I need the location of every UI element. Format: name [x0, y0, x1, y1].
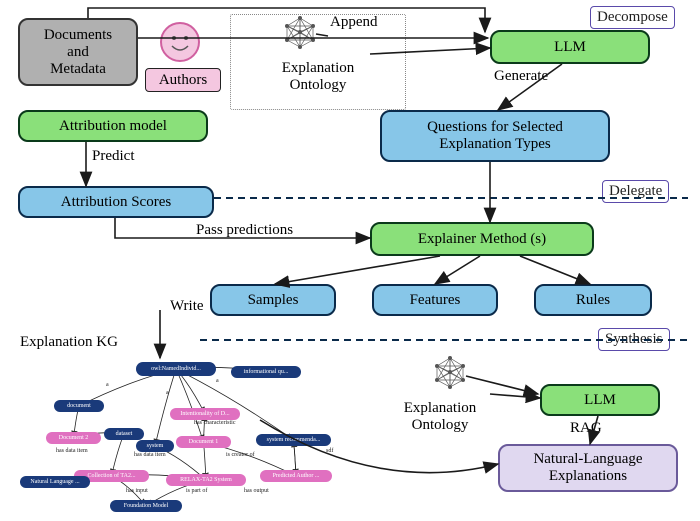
authors-text: Authors: [159, 72, 207, 89]
phase-synthesis: Synthesis: [598, 328, 670, 351]
llm1-text: LLM: [554, 39, 586, 56]
kg-node: Document 2: [46, 432, 101, 444]
explanation-ontology-1: ExplanationOntology: [258, 60, 378, 104]
authors-face-icon: [160, 22, 200, 62]
kg-node: RELAX-TA2 System: [166, 474, 246, 486]
svg-text:has input: has input: [126, 488, 148, 494]
questions-box: Questions for SelectedExplanation Types: [380, 110, 610, 162]
llm2-text: LLM: [584, 392, 616, 409]
syn-text: Synthesis: [605, 331, 663, 347]
pass-t: Pass predictions: [196, 222, 293, 238]
svg-text:sdf: sdf: [326, 447, 333, 454]
ont2-text: ExplanationOntology: [404, 400, 476, 433]
gen-t: Generate: [494, 68, 548, 84]
label-append: Append: [330, 14, 378, 31]
svg-text:a: a: [106, 382, 109, 388]
svg-text:is part of: is part of: [186, 487, 207, 494]
exp-text: Explainer Method (s): [418, 231, 546, 248]
rag-t: RAG: [570, 420, 602, 436]
attrm-text: Attribution model: [59, 118, 167, 135]
svg-text:is creator of: is creator of: [226, 451, 255, 458]
kg-node: dataset: [104, 428, 144, 440]
kg-node: Intentionality of D...: [170, 408, 240, 420]
samp-text: Samples: [248, 292, 299, 309]
app-t: Append: [330, 14, 378, 30]
svg-text:a: a: [166, 390, 169, 396]
llm-2-box: LLM: [540, 384, 660, 416]
svg-text:has output: has output: [244, 488, 269, 494]
del-text: Delegate: [609, 183, 662, 199]
kg-node: system: [136, 440, 174, 452]
q-text: Questions for SelectedExplanation Types: [427, 119, 563, 153]
phase-decompose: Decompose: [590, 6, 675, 29]
rules-box: Rules: [534, 284, 652, 316]
svg-text:a: a: [216, 378, 219, 384]
samples-box: Samples: [210, 284, 336, 316]
attrs-text: Attribution Scores: [61, 194, 171, 211]
phase-delegate: Delegate: [602, 180, 669, 203]
authors-box: Authors: [145, 68, 221, 92]
label-predict: Predict: [92, 148, 135, 165]
rules-text: Rules: [576, 292, 610, 309]
kg-node: system recommenda...: [256, 434, 331, 446]
attribution-scores-box: Attribution Scores: [18, 186, 214, 218]
kg-node: Predicted Author ...: [260, 470, 332, 482]
attribution-model-box: Attribution model: [18, 110, 208, 142]
label-write: Write: [170, 298, 204, 315]
explanation-ontology-2: ExplanationOntology: [380, 400, 500, 444]
ont1-text: ExplanationOntology: [282, 60, 354, 93]
kg-title: Explanation KG: [20, 334, 118, 351]
feat-text: Features: [410, 292, 461, 309]
kg-node: document: [54, 400, 104, 412]
features-box: Features: [372, 284, 498, 316]
wr-t: Write: [170, 298, 204, 314]
svg-text:has data item: has data item: [56, 448, 88, 454]
documents-metadata-box: DocumentsandMetadata: [18, 18, 138, 86]
explainer-box: Explainer Method (s): [370, 222, 594, 256]
dec-text: Decompose: [597, 9, 668, 25]
kg-node: Document 1: [176, 436, 231, 448]
nle-text: Natural-LanguageExplanations: [533, 451, 642, 485]
label-pass: Pass predictions: [196, 222, 293, 239]
nle-box: Natural-LanguageExplanations: [498, 444, 678, 492]
kg-node: owl:NamedIndivid...: [136, 362, 216, 376]
svg-text:has data item: has data item: [134, 452, 166, 458]
docs-text: DocumentsandMetadata: [44, 27, 112, 78]
svg-text:has characteristic: has characteristic: [194, 420, 236, 426]
kg-node: Natural Language ...: [20, 476, 90, 488]
llm-1-box: LLM: [490, 30, 650, 64]
pre-t: Predict: [92, 148, 135, 164]
label-generate: Generate: [494, 68, 548, 85]
kg-node: Foundation Model: [110, 500, 182, 512]
label-rag: RAG: [570, 420, 602, 437]
kg-node: informational qu...: [231, 366, 301, 378]
kg-graph: a a a has data item has data item has charact…: [16, 352, 356, 510]
kgl-text: Explanation KG: [20, 334, 118, 350]
